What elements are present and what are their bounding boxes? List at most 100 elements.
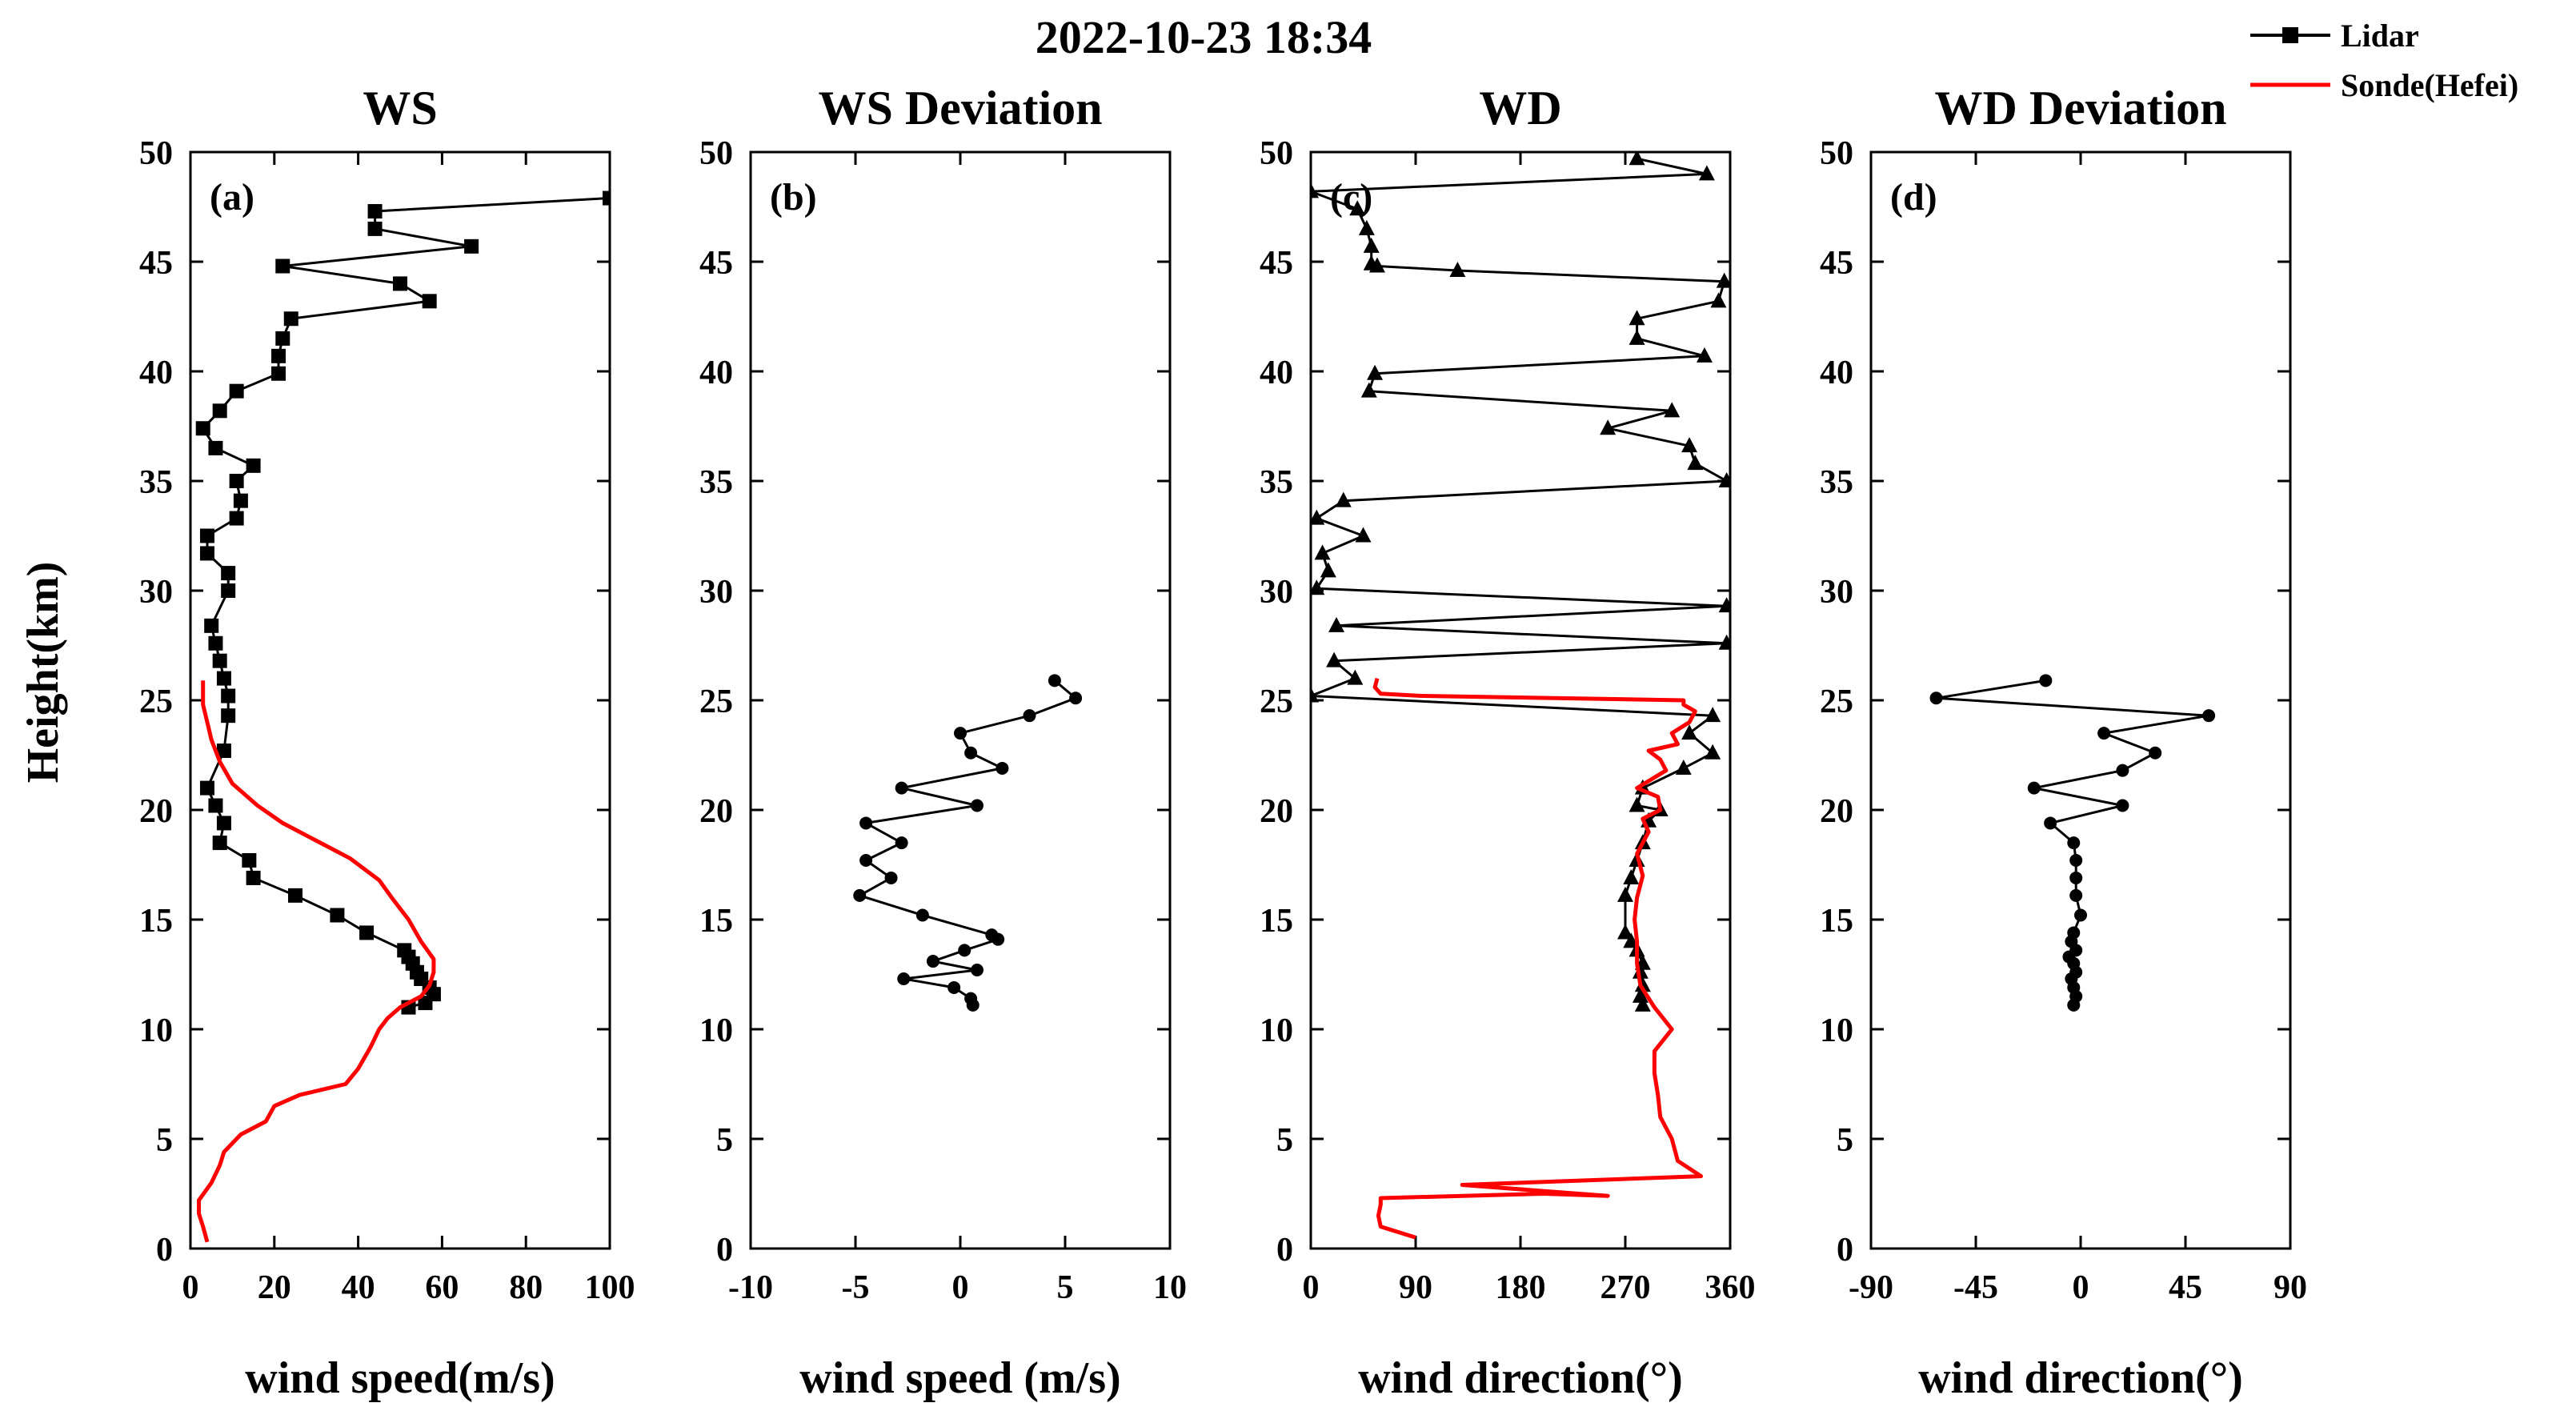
panel-2: WS Deviation(b) wind speed (m/s) -10 -5 0 5 10… [699, 82, 1187, 1403]
data-point [1023, 709, 1036, 723]
data-point [1311, 182, 1319, 198]
data-point [1368, 257, 1385, 273]
y-tick-label: 40 [139, 355, 173, 391]
data-point [275, 259, 290, 274]
y-tick-label: 15 [139, 903, 173, 940]
panel-4: WD Deviation (d) wind direction(°) -90 -45 0 4… [1820, 82, 2307, 1403]
data-point [2074, 908, 2087, 922]
x-axis-label: wind direction(°) [1918, 1353, 2243, 1403]
data-point [1632, 963, 1649, 979]
panel-letter: (d) [1890, 176, 1937, 218]
y-tick-label: 5 [1837, 1122, 1853, 1159]
data-point [603, 190, 610, 206]
data-point [275, 331, 290, 346]
y-tick-label: 0 [716, 1232, 733, 1269]
x-tick-label: 10 [1153, 1269, 1187, 1306]
x-tick-label: 5 [1057, 1269, 1074, 1306]
data-point [1629, 329, 1645, 345]
x-tick-label: -5 [842, 1269, 870, 1306]
x-tick-label: -10 [728, 1269, 773, 1306]
data-point [208, 635, 223, 651]
data-point [1311, 509, 1325, 525]
data-point [1355, 527, 1372, 543]
data-point [884, 871, 898, 884]
data-point [229, 383, 244, 399]
data-point [1367, 364, 1384, 380]
y-tick-label: 25 [1820, 683, 1853, 720]
y-tick-label: 15 [1260, 903, 1293, 940]
y-tick-label: 50 [139, 135, 173, 172]
data-point [221, 688, 236, 703]
data-point [208, 440, 223, 455]
data-point [1716, 272, 1730, 288]
data-point [1687, 455, 1704, 471]
x-axis-label: wind speed (m/s) [799, 1353, 1120, 1403]
plot-area [853, 674, 1083, 1012]
x-tick-label: 360 [1705, 1269, 1756, 1306]
y-tick-label: 30 [1820, 574, 1853, 611]
data-point [212, 836, 227, 851]
legend-lidar-marker [2282, 27, 2298, 43]
x-tick-label: 45 [2169, 1269, 2202, 1306]
series-line [858, 679, 1077, 1006]
y-tick-label: 35 [1260, 464, 1293, 501]
data-point [2039, 674, 2053, 687]
y-tick-label: 45 [139, 245, 173, 282]
data-point [208, 798, 223, 813]
y-tick-label: 50 [1820, 135, 1853, 172]
data-point [2067, 836, 2081, 850]
data-point [1675, 759, 1692, 775]
data-point [1634, 996, 1651, 1012]
legend-lidar-label: Lidar [2341, 18, 2419, 54]
panels: WS(a)wind speed(m/s)0 20 40 60 80 10005101520… [139, 82, 2307, 1403]
y-tick-label: 0 [1837, 1232, 1853, 1269]
data-point [216, 744, 231, 759]
data-point [199, 528, 214, 543]
data-point [947, 980, 961, 994]
sonde-line [197, 680, 436, 1243]
plot-frame [749, 150, 1172, 1250]
data-point [1358, 219, 1375, 235]
legend: Lidar Sonde(Hefei) [2250, 18, 2518, 103]
data-point [216, 671, 231, 686]
y-tick-label: 45 [1820, 245, 1853, 282]
data-point [853, 888, 867, 902]
panel-title: WD [1479, 82, 1561, 134]
panel-3: WD (c) wind direction(°) 0 90 180 270 360 0 5 10 15… [1260, 82, 1756, 1403]
y-tick-label: 45 [1260, 245, 1293, 282]
y-tick-label: 50 [699, 135, 733, 172]
panel-letter: (b) [770, 176, 817, 218]
y-tick-label: 20 [1820, 793, 1853, 830]
data-point [2116, 799, 2129, 812]
data-point [288, 888, 302, 903]
data-point [964, 746, 978, 760]
data-point [966, 998, 980, 1012]
y-tick-label: 5 [716, 1122, 733, 1159]
data-point [1326, 651, 1343, 667]
data-point [2044, 816, 2057, 830]
y-tick-label: 20 [139, 793, 173, 830]
data-point [1347, 669, 1364, 685]
x-tick-label: -90 [1849, 1269, 1893, 1306]
data-point [897, 972, 911, 985]
data-point [895, 781, 908, 795]
x-tick-label: 100 [585, 1269, 635, 1306]
y-tick-label: 30 [699, 574, 733, 611]
data-point [992, 932, 1005, 946]
data-point [283, 311, 298, 327]
sonde-line [1372, 677, 1704, 1240]
data-point [212, 403, 227, 419]
data-point [242, 853, 257, 868]
data-point [1698, 165, 1715, 181]
data-point [1449, 261, 1466, 277]
data-point [229, 511, 244, 526]
data-point [1320, 562, 1336, 578]
data-point [1600, 419, 1617, 435]
y-tick-label: 50 [1260, 135, 1293, 172]
data-point [1681, 724, 1698, 740]
data-point [954, 727, 967, 740]
data-point [367, 203, 383, 218]
data-point [1349, 200, 1366, 216]
panel-letter: (a) [210, 176, 254, 218]
